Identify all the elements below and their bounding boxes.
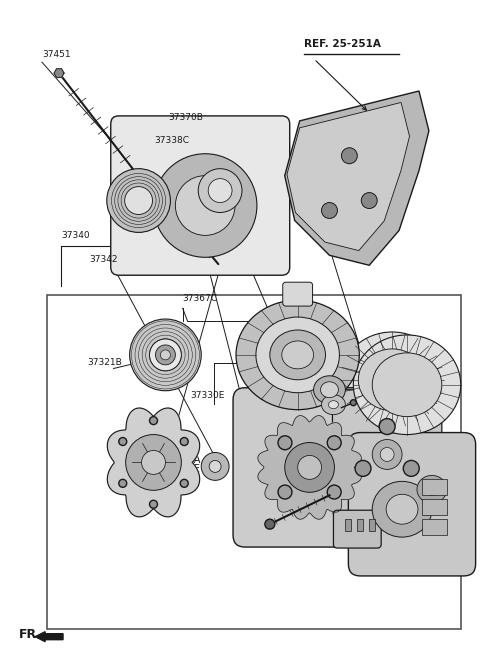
Ellipse shape — [321, 382, 338, 398]
Circle shape — [350, 400, 356, 405]
Polygon shape — [108, 408, 200, 517]
Circle shape — [119, 438, 127, 445]
Ellipse shape — [125, 186, 153, 215]
Polygon shape — [258, 415, 361, 520]
Ellipse shape — [175, 176, 235, 236]
Circle shape — [150, 501, 157, 508]
FancyBboxPatch shape — [111, 116, 290, 276]
Bar — [346, 519, 351, 531]
Bar — [422, 519, 447, 535]
Text: 37300A: 37300A — [164, 455, 201, 465]
Ellipse shape — [198, 169, 242, 213]
Ellipse shape — [285, 443, 335, 492]
Circle shape — [265, 519, 275, 529]
Circle shape — [150, 417, 157, 424]
Ellipse shape — [282, 341, 313, 369]
Ellipse shape — [358, 349, 426, 411]
Text: 37367C: 37367C — [183, 294, 218, 303]
Ellipse shape — [313, 376, 346, 403]
Ellipse shape — [126, 434, 181, 490]
Text: 37340: 37340 — [61, 231, 90, 240]
Bar — [47, 295, 461, 628]
Ellipse shape — [417, 476, 447, 503]
Circle shape — [327, 485, 341, 499]
Circle shape — [180, 438, 188, 445]
Text: 37338C: 37338C — [154, 136, 189, 145]
Circle shape — [379, 419, 395, 434]
Ellipse shape — [107, 169, 170, 232]
Ellipse shape — [372, 440, 402, 470]
Text: 37334: 37334 — [254, 363, 283, 373]
Text: 37332: 37332 — [254, 373, 283, 382]
Circle shape — [361, 193, 377, 209]
Ellipse shape — [425, 483, 439, 495]
Circle shape — [180, 480, 188, 487]
FancyBboxPatch shape — [233, 388, 386, 547]
Ellipse shape — [353, 335, 461, 434]
Ellipse shape — [386, 494, 418, 524]
Ellipse shape — [256, 317, 339, 393]
FancyBboxPatch shape — [348, 432, 476, 576]
Text: FR.: FR. — [19, 628, 42, 641]
Ellipse shape — [298, 455, 322, 480]
Bar — [422, 480, 447, 495]
FancyBboxPatch shape — [283, 282, 312, 306]
Ellipse shape — [156, 345, 175, 365]
Circle shape — [341, 148, 357, 164]
Ellipse shape — [150, 339, 181, 371]
Text: REF. 25-251A: REF. 25-251A — [304, 39, 381, 49]
Ellipse shape — [236, 300, 360, 409]
Ellipse shape — [328, 401, 338, 409]
Polygon shape — [54, 69, 64, 77]
Text: 37451: 37451 — [42, 50, 71, 59]
FancyArrow shape — [35, 632, 63, 642]
FancyBboxPatch shape — [334, 510, 381, 548]
Text: 37342: 37342 — [90, 255, 118, 264]
Circle shape — [278, 436, 292, 450]
Bar — [422, 499, 447, 515]
Text: 37330E: 37330E — [190, 391, 224, 400]
Ellipse shape — [208, 178, 232, 203]
Ellipse shape — [142, 451, 166, 474]
Ellipse shape — [372, 482, 432, 537]
Ellipse shape — [154, 154, 257, 257]
Ellipse shape — [322, 395, 346, 415]
Text: 37390B: 37390B — [316, 193, 351, 202]
Ellipse shape — [130, 319, 201, 391]
Ellipse shape — [270, 330, 325, 380]
Text: 37300E: 37300E — [164, 464, 201, 474]
Circle shape — [119, 480, 127, 487]
FancyBboxPatch shape — [333, 390, 442, 519]
Bar — [357, 519, 363, 531]
Ellipse shape — [160, 350, 170, 360]
Text: 37321B: 37321B — [87, 358, 122, 367]
Text: 37370B: 37370B — [168, 113, 204, 122]
Polygon shape — [285, 91, 429, 265]
Ellipse shape — [372, 353, 442, 417]
Ellipse shape — [380, 447, 394, 461]
Circle shape — [327, 436, 341, 450]
Circle shape — [322, 203, 337, 218]
Circle shape — [355, 461, 371, 476]
Bar — [369, 519, 375, 531]
Polygon shape — [287, 102, 409, 251]
Circle shape — [403, 461, 419, 476]
Circle shape — [278, 485, 292, 499]
Ellipse shape — [201, 453, 229, 480]
Ellipse shape — [209, 461, 221, 472]
Ellipse shape — [340, 332, 444, 428]
